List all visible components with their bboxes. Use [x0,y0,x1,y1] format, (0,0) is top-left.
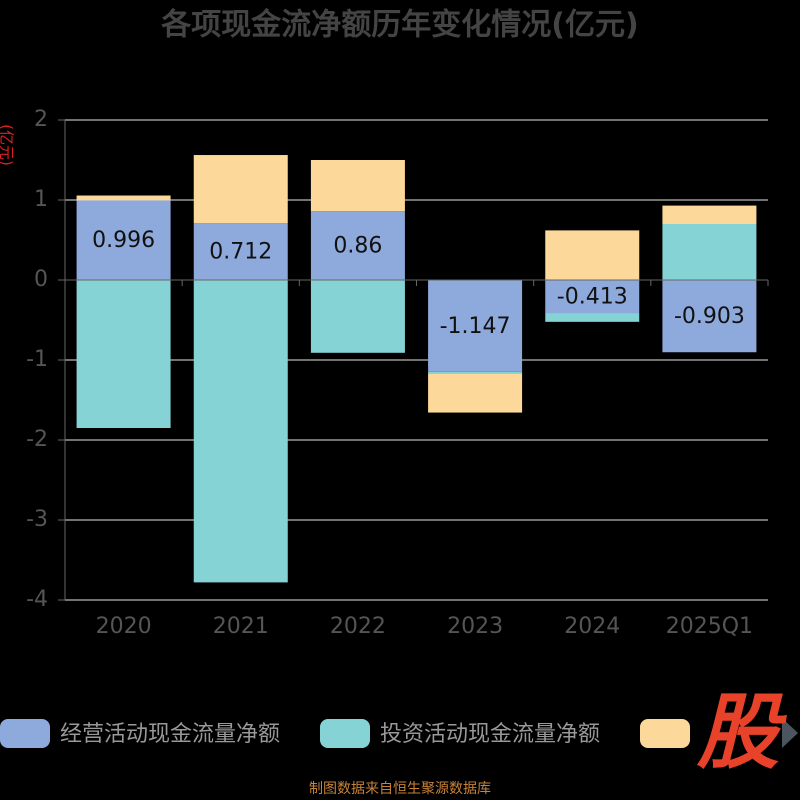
legend-label: 投资活动现金流量净额 [380,722,600,747]
legend-label: 经营活动现金流量净额 [60,722,280,747]
y-tick-label: 0 [34,267,48,292]
legend-swatch[interactable] [0,719,50,748]
bar-segment [545,280,640,314]
bar-segment [428,373,523,413]
bar-segment [193,280,288,583]
y-tick-label: 1 [34,187,48,212]
bar-segment [428,371,523,374]
data-label: -1.147 [440,314,511,339]
bar-segment [76,280,171,428]
y-tick-label: 2 [34,107,48,132]
source: 制图数据来自恒生聚源数据库 [309,781,491,797]
bar-segment [310,211,405,280]
legend-swatch[interactable] [640,719,690,748]
bar-segment [76,195,171,201]
bar-segment [193,155,288,224]
bar-segment [310,160,405,212]
bar-segment [662,280,757,353]
data-label: 0.86 [333,234,382,259]
y-axis-label: (亿元) [0,124,16,166]
x-tick-label: 2025Q1 [666,614,753,639]
bar-segment [193,223,288,280]
legend-next-arrow[interactable] [782,718,798,748]
data-label: 0.712 [209,240,272,265]
y-tick-label: -2 [26,427,48,452]
bar-segment [662,224,757,280]
bar-segment [310,280,405,353]
bar-segment [662,205,757,224]
x-tick-label: 2022 [330,614,386,639]
bar-segment [545,230,640,280]
legend-swatch[interactable] [320,719,370,748]
data-label: -0.903 [674,304,745,329]
chart-title: 各项现金流净额历年变化情况(亿元) [160,8,638,43]
data-label: -0.413 [557,285,628,310]
watermark: 股 [696,685,787,780]
data-label: 0.996 [92,228,155,253]
bar-segment [545,313,640,322]
bar-segment [76,200,171,280]
x-tick-label: 2020 [96,614,152,639]
y-tick-label: -4 [26,587,48,612]
x-tick-label: 2023 [447,614,503,639]
x-tick-label: 2021 [213,614,269,639]
y-tick-label: -1 [26,347,48,372]
bar-segment [428,280,523,372]
y-tick-label: -3 [26,507,48,532]
x-tick-label: 2024 [564,614,620,639]
